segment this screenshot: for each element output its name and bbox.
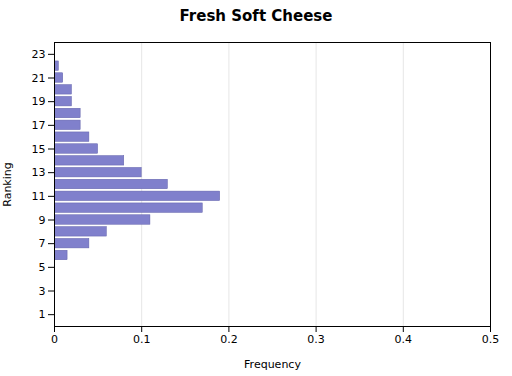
svg-text:9: 9 [39,214,46,227]
svg-text:21: 21 [32,72,46,85]
svg-text:7: 7 [39,237,46,250]
html-text:Fresh Soft Cheese: Fresh Soft Cheese [179,7,333,25]
svg-text:19: 19 [32,95,46,108]
svg-text:0: 0 [51,333,58,346]
svg-text:3: 3 [39,285,46,298]
svg-text:13: 13 [32,166,46,179]
svg-text:Frequency: Frequency [244,358,301,371]
svg-text:Ranking: Ranking [1,162,14,207]
svg-text:23: 23 [32,48,46,61]
svg-text:0.2: 0.2 [220,333,238,346]
svg-text:0.1: 0.1 [133,333,151,346]
svg-text:0.4: 0.4 [395,333,413,346]
svg-text:15: 15 [32,143,46,156]
svg-text:0.5: 0.5 [482,333,500,346]
svg-text:5: 5 [39,261,46,274]
svg-text:0.3: 0.3 [307,333,325,346]
svg-text:17: 17 [32,119,46,132]
svg-text:1: 1 [39,308,46,321]
svg-text:11: 11 [32,190,46,203]
